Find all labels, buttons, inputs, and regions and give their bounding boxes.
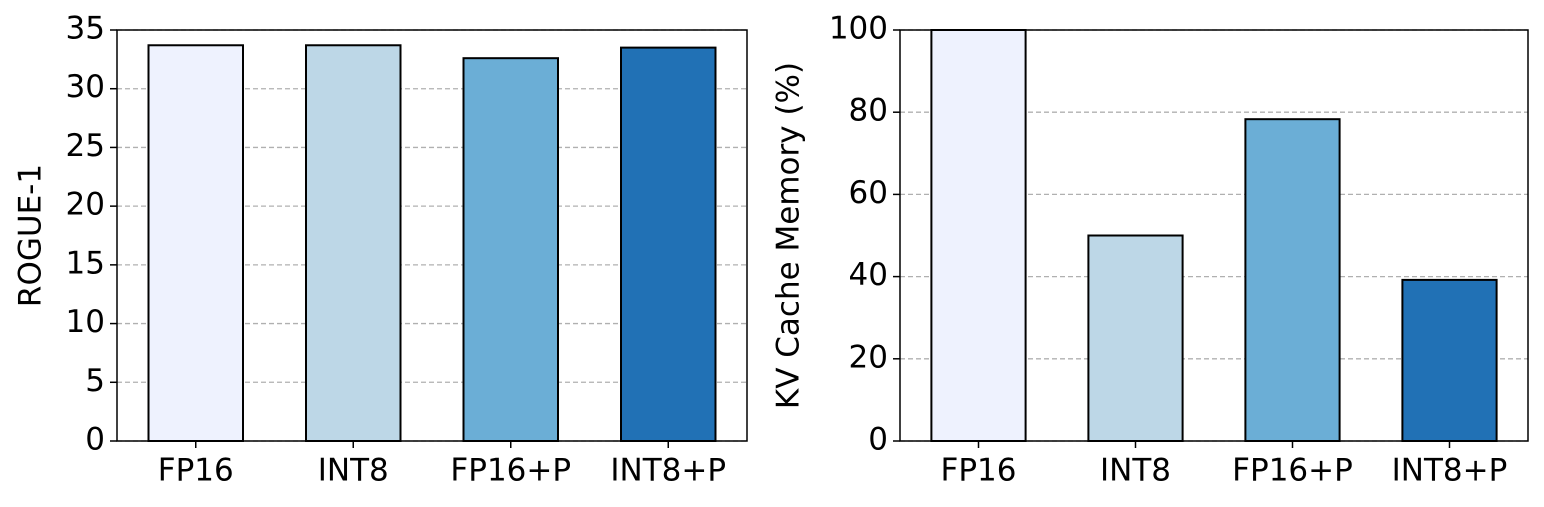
y-tick-label: 0 [868,422,888,458]
y-tick-label: 10 [66,304,105,340]
bar [620,46,717,442]
y-tick-label: 80 [849,93,888,129]
y-tick-label: 5 [85,363,105,399]
bar [147,44,244,442]
y-axis-label: ROGUE-1 [13,164,49,307]
y-tick-label: 20 [849,339,888,375]
x-tick-label: FP16 [941,453,1017,489]
bar [462,57,559,442]
y-tick-label: 60 [849,175,888,211]
x-tick-label: INT8+P [610,453,726,489]
x-tick-label: INT8+P [1392,453,1508,489]
x-tick-label: FP16+P [450,453,571,489]
x-tick-label: INT8 [318,453,389,489]
y-tick-label: 25 [66,128,105,164]
y-tick-label: 30 [66,69,105,105]
bar [1401,278,1498,442]
bar [930,29,1027,442]
y-tick-label: 100 [829,11,888,47]
bar [1087,234,1184,442]
y-axis-label: KV Cache Memory (%) [771,62,807,409]
x-tick-label: FP16 [158,453,234,489]
x-tick-label: FP16+P [1232,453,1353,489]
axes-frame [116,29,748,442]
y-tick-label: 0 [85,422,105,458]
bar [305,44,402,442]
x-tick-label: INT8 [1100,453,1171,489]
y-tick-label: 35 [66,11,105,47]
y-tick-label: 40 [849,257,888,293]
y-tick-label: 15 [66,245,105,281]
axes-frame [899,29,1529,442]
y-tick-label: 20 [66,187,105,223]
bar [1244,118,1341,442]
